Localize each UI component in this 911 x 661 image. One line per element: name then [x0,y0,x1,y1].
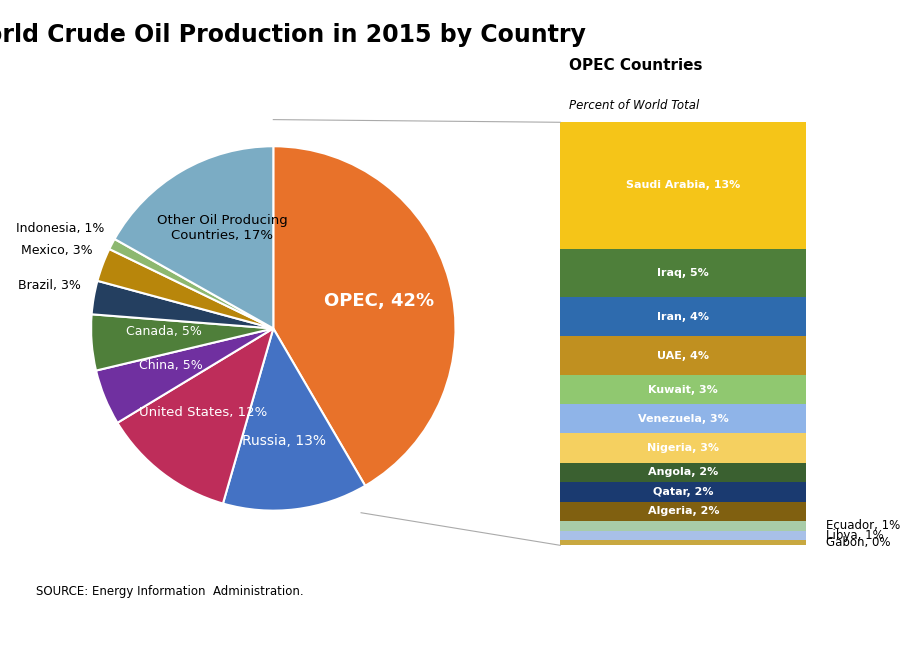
Text: Gabon, 0%: Gabon, 0% [826,536,890,549]
Text: Venezuela, 3%: Venezuela, 3% [638,414,729,424]
Text: OPEC, 42%: OPEC, 42% [324,292,435,310]
Text: Other Oil Producing
Countries, 17%: Other Oil Producing Countries, 17% [157,214,287,242]
Text: Canada, 5%: Canada, 5% [126,325,202,338]
Text: United States, 12%: United States, 12% [139,406,268,419]
Text: China, 5%: China, 5% [138,359,202,372]
Text: Qatar, 2%: Qatar, 2% [653,487,713,497]
Bar [560,541,806,545]
Wedge shape [91,314,273,371]
Text: Percent of World Total: Percent of World Total [569,99,700,112]
Wedge shape [118,329,273,504]
Text: Russia, 13%: Russia, 13% [242,434,326,448]
Text: Saudi Arabia, 13%: Saudi Arabia, 13% [626,180,741,190]
Text: Brazil, 3%: Brazil, 3% [18,279,81,292]
Bar [560,122,806,249]
Text: World Crude Oil Production in 2015 by Country: World Crude Oil Production in 2015 by Co… [0,23,586,47]
Wedge shape [273,146,456,486]
Text: Ecuador, 1%: Ecuador, 1% [826,520,900,532]
Bar [560,482,806,502]
Wedge shape [96,329,273,423]
Wedge shape [223,329,365,511]
Bar [560,502,806,521]
Bar [560,375,806,405]
Text: Nigeria, 3%: Nigeria, 3% [647,443,720,453]
Text: Iran, 4%: Iran, 4% [657,312,710,322]
Bar [560,297,806,336]
Text: OPEC Countries: OPEC Countries [569,58,703,73]
Text: Mexico, 3%: Mexico, 3% [21,244,93,256]
Text: UAE, 4%: UAE, 4% [657,351,710,361]
Bar [560,405,806,434]
Bar [560,249,806,297]
Wedge shape [92,281,273,329]
Bar [560,531,806,541]
Text: Angola, 2%: Angola, 2% [648,467,719,477]
Wedge shape [97,249,273,329]
Text: Kuwait, 3%: Kuwait, 3% [649,385,718,395]
Bar [560,336,806,375]
Text: Algeria, 2%: Algeria, 2% [648,506,719,516]
Bar [560,521,806,531]
Text: Iraq, 5%: Iraq, 5% [658,268,709,278]
Text: Federal Reserve Bank of St. Louis: Federal Reserve Bank of St. Louis [18,630,281,644]
Text: SOURCE: Energy Information  Administration.: SOURCE: Energy Information Administratio… [36,585,304,598]
Bar [560,463,806,482]
Wedge shape [109,239,273,329]
Text: Indonesia, 1%: Indonesia, 1% [15,222,104,235]
Wedge shape [115,146,273,329]
Bar [560,434,806,463]
Text: Libya, 1%: Libya, 1% [826,529,884,542]
